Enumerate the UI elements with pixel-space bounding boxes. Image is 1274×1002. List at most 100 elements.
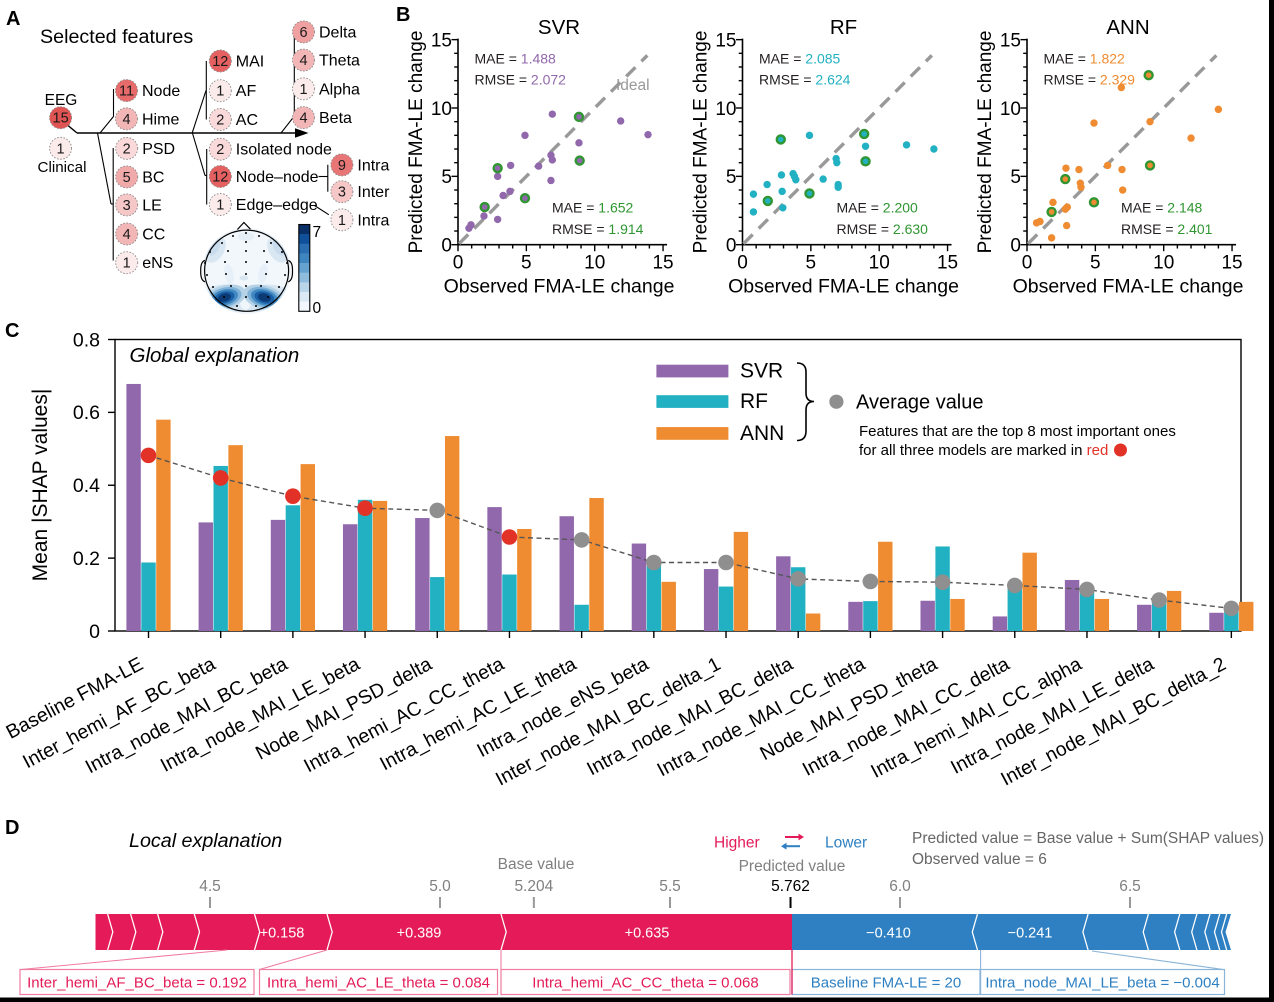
svg-text:5: 5 — [441, 167, 452, 188]
svg-text:ANN: ANN — [1106, 16, 1149, 39]
svg-text:0: 0 — [453, 253, 464, 274]
svg-text:15: 15 — [53, 111, 69, 127]
svg-text:−0.241: −0.241 — [1008, 926, 1053, 942]
svg-text:AC: AC — [236, 112, 258, 129]
svg-text:6.0: 6.0 — [889, 878, 911, 895]
svg-text:Intra_node_MAI_LE_beta = −0.00: Intra_node_MAI_LE_beta = −0.004 — [985, 975, 1219, 992]
svg-text:RF: RF — [830, 16, 857, 39]
svg-text:5: 5 — [123, 170, 131, 186]
svg-text:15: 15 — [715, 30, 736, 51]
svg-text:10: 10 — [869, 253, 890, 274]
svg-text:Ideal: Ideal — [616, 77, 650, 94]
svg-text:+0.389: +0.389 — [397, 926, 442, 942]
svg-text:+0.158: +0.158 — [260, 926, 305, 942]
svg-text:Higher: Higher — [714, 835, 760, 852]
svg-text:5: 5 — [726, 167, 737, 188]
svg-text:CC: CC — [142, 227, 165, 244]
svg-text:Node–node: Node–node — [236, 169, 319, 186]
svg-text:12: 12 — [212, 170, 228, 186]
svg-text:RF: RF — [740, 390, 768, 413]
svg-text:ANN: ANN — [740, 422, 784, 445]
svg-text:10: 10 — [584, 253, 605, 274]
svg-text:10: 10 — [431, 99, 452, 120]
svg-text:MAE = 1.652: MAE = 1.652 — [552, 200, 634, 216]
svg-text:Alpha: Alpha — [319, 81, 360, 98]
svg-text:Intra: Intra — [357, 157, 389, 174]
svg-text:Observed FMA-LE change: Observed FMA-LE change — [1013, 276, 1244, 298]
svg-text:Intra_hemi_AC_LE_theta = 0.084: Intra_hemi_AC_LE_theta = 0.084 — [267, 975, 490, 992]
svg-text:5: 5 — [1010, 167, 1021, 188]
svg-text:2: 2 — [216, 113, 224, 129]
svg-text:Intra: Intra — [357, 212, 389, 229]
svg-text:0: 0 — [726, 236, 737, 257]
svg-text:BC: BC — [142, 169, 164, 186]
svg-text:Inter_hemi_AF_BC_beta = 0.192: Inter_hemi_AF_BC_beta = 0.192 — [27, 975, 247, 992]
svg-text:12: 12 — [212, 54, 228, 70]
svg-text:LE: LE — [142, 197, 162, 214]
svg-text:10: 10 — [1153, 253, 1174, 274]
svg-text:Mean |SHAP values|: Mean |SHAP values| — [29, 389, 52, 582]
svg-text:5.0: 5.0 — [429, 878, 451, 895]
svg-text:0: 0 — [737, 253, 748, 274]
svg-text:5.762: 5.762 — [771, 878, 810, 895]
svg-text:0.4: 0.4 — [73, 475, 100, 497]
svg-text:5: 5 — [1090, 253, 1101, 274]
svg-text:10: 10 — [715, 99, 736, 120]
svg-text:C: C — [5, 320, 19, 342]
svg-text:4: 4 — [299, 111, 307, 127]
svg-text:10: 10 — [1000, 99, 1021, 120]
svg-text:3: 3 — [123, 198, 131, 214]
svg-text:Predicted FMA-LE change: Predicted FMA-LE change — [975, 31, 996, 254]
svg-text:eNS: eNS — [142, 255, 173, 272]
svg-text:Beta: Beta — [319, 110, 352, 127]
svg-text:Theta: Theta — [319, 53, 360, 70]
svg-text:Intra_hemi_AC_CC_theta = 0.068: Intra_hemi_AC_CC_theta = 0.068 — [532, 975, 758, 992]
svg-text:15: 15 — [1221, 253, 1242, 274]
svg-text:0.2: 0.2 — [73, 548, 100, 570]
svg-text:B: B — [396, 4, 410, 26]
svg-text:3: 3 — [338, 185, 346, 201]
svg-text:Hime: Hime — [142, 111, 179, 128]
svg-text:15: 15 — [431, 30, 452, 51]
svg-text:RMSE = 2.630: RMSE = 2.630 — [837, 221, 929, 237]
svg-text:Lower: Lower — [825, 835, 867, 852]
svg-text:2: 2 — [123, 141, 131, 157]
svg-text:4: 4 — [123, 227, 131, 243]
svg-text:5.204: 5.204 — [514, 878, 553, 895]
svg-text:RMSE = 2.401: RMSE = 2.401 — [1121, 221, 1213, 237]
svg-text:4.5: 4.5 — [199, 878, 221, 895]
svg-text:MAE = 1.488: MAE = 1.488 — [475, 50, 557, 66]
svg-text:0: 0 — [313, 300, 322, 317]
svg-text:Local explanation: Local explanation — [129, 830, 282, 852]
svg-text:Clinical: Clinical — [38, 159, 87, 176]
svg-text:1: 1 — [57, 141, 65, 157]
svg-text:5.5: 5.5 — [659, 878, 681, 895]
svg-text:4: 4 — [122, 112, 130, 128]
svg-text:1: 1 — [216, 84, 224, 100]
svg-text:15: 15 — [937, 253, 958, 274]
svg-text:−0.410: −0.410 — [866, 926, 911, 942]
svg-text:Observed FMA-LE change: Observed FMA-LE change — [728, 276, 959, 298]
svg-text:Predicted value: Predicted value — [739, 858, 846, 875]
svg-text:0.6: 0.6 — [73, 402, 100, 424]
svg-text:Observed value = 6: Observed value = 6 — [912, 851, 1047, 868]
svg-text:15: 15 — [652, 253, 673, 274]
svg-text:Predicted FMA-LE change: Predicted FMA-LE change — [691, 31, 712, 254]
svg-text:4: 4 — [299, 53, 307, 69]
svg-text:1: 1 — [123, 256, 131, 272]
svg-text:7: 7 — [313, 224, 322, 241]
svg-text:1: 1 — [216, 198, 224, 214]
svg-text:A: A — [6, 8, 20, 30]
svg-text:15: 15 — [1000, 30, 1021, 51]
svg-text:Edge–edge: Edge–edge — [236, 197, 318, 214]
svg-text:MAE = 2.200: MAE = 2.200 — [837, 200, 919, 216]
svg-text:1: 1 — [299, 82, 307, 98]
svg-text:Node: Node — [142, 83, 180, 100]
svg-text:5: 5 — [806, 253, 817, 274]
svg-text:D: D — [5, 817, 19, 839]
svg-text:RMSE = 2.072: RMSE = 2.072 — [475, 71, 567, 87]
svg-text:6: 6 — [299, 25, 307, 41]
svg-text:+0.635: +0.635 — [625, 926, 670, 942]
svg-text:Inter: Inter — [357, 184, 390, 201]
svg-text:Average value: Average value — [856, 392, 984, 414]
